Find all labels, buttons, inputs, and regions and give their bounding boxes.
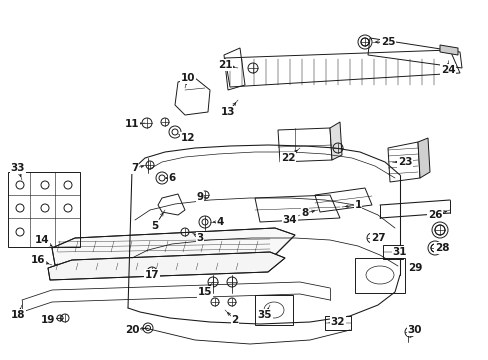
- Text: 13: 13: [220, 107, 235, 117]
- Text: 17: 17: [144, 270, 159, 280]
- Text: 16: 16: [31, 255, 45, 265]
- Bar: [254, 295, 292, 325]
- Text: 10: 10: [181, 73, 195, 83]
- Text: 14: 14: [35, 235, 49, 245]
- Text: 3: 3: [196, 233, 203, 243]
- Text: 18: 18: [11, 310, 25, 320]
- Text: 11: 11: [124, 119, 139, 129]
- Text: 8: 8: [301, 208, 308, 218]
- Text: 34: 34: [282, 215, 297, 225]
- Bar: [382, 245, 402, 259]
- Text: 35: 35: [257, 310, 272, 320]
- Text: 1: 1: [354, 200, 361, 210]
- Text: 6: 6: [168, 173, 175, 183]
- Text: 23: 23: [397, 157, 411, 167]
- Bar: [354, 258, 404, 293]
- Text: 2: 2: [231, 315, 238, 325]
- Text: 24: 24: [440, 65, 454, 75]
- Text: 15: 15: [197, 287, 212, 297]
- Text: 19: 19: [41, 315, 55, 325]
- Polygon shape: [48, 252, 285, 280]
- Text: 21: 21: [217, 60, 232, 70]
- Text: 33: 33: [11, 163, 25, 173]
- Text: 25: 25: [380, 37, 394, 47]
- Text: 27: 27: [370, 233, 385, 243]
- Text: 9: 9: [196, 192, 203, 202]
- Text: 26: 26: [427, 210, 441, 220]
- Text: 4: 4: [216, 217, 223, 227]
- Text: 20: 20: [124, 325, 139, 335]
- Text: 30: 30: [407, 325, 421, 335]
- Polygon shape: [52, 228, 294, 265]
- Text: 22: 22: [280, 153, 295, 163]
- Bar: [325, 316, 350, 330]
- Text: 7: 7: [131, 163, 139, 173]
- Polygon shape: [329, 122, 341, 160]
- Polygon shape: [417, 138, 429, 178]
- Text: 28: 28: [434, 243, 448, 253]
- Text: 29: 29: [407, 263, 421, 273]
- Bar: [8, 172, 80, 247]
- Text: 32: 32: [330, 317, 345, 327]
- Text: 12: 12: [181, 133, 195, 143]
- Text: 31: 31: [392, 247, 407, 257]
- Polygon shape: [439, 45, 457, 55]
- Text: 5: 5: [151, 221, 158, 231]
